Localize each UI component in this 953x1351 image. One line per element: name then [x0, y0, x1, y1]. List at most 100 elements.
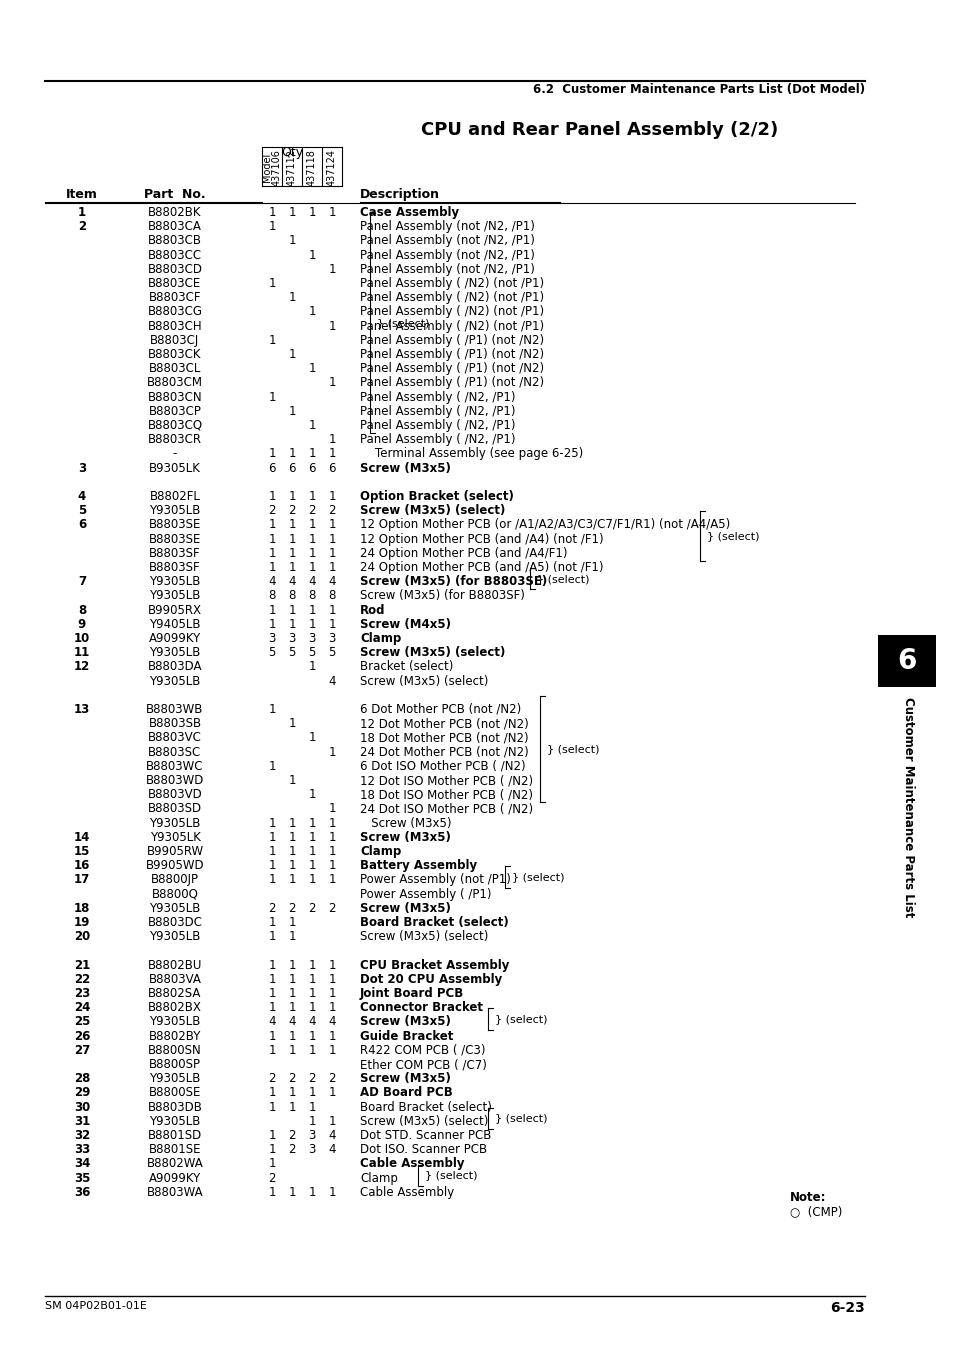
Text: Y9305LB: Y9305LB — [150, 902, 200, 915]
Text: 1: 1 — [288, 532, 295, 546]
Text: 1: 1 — [328, 959, 335, 971]
Text: B8800SP: B8800SP — [149, 1058, 201, 1071]
Text: 1: 1 — [268, 1186, 275, 1198]
Text: 1: 1 — [308, 731, 315, 744]
Text: 1: 1 — [328, 802, 335, 816]
Text: Power Assembly (not /P1): Power Assembly (not /P1) — [359, 873, 511, 886]
Text: 2: 2 — [268, 504, 275, 517]
Text: 3: 3 — [268, 632, 275, 644]
Text: 4: 4 — [328, 1129, 335, 1142]
Text: 18 Dot ISO Mother PCB ( /N2): 18 Dot ISO Mother PCB ( /N2) — [359, 788, 533, 801]
Text: Panel Assembly ( /N2) (not /P1): Panel Assembly ( /N2) (not /P1) — [359, 277, 543, 290]
Text: Connector Bracket: Connector Bracket — [359, 1001, 482, 1015]
Text: 1: 1 — [308, 988, 315, 1000]
Text: 1: 1 — [288, 816, 295, 830]
Text: 4: 4 — [328, 576, 335, 588]
Text: 1: 1 — [268, 617, 275, 631]
Text: 1: 1 — [308, 1186, 315, 1198]
Text: 1: 1 — [328, 746, 335, 759]
Text: 28: 28 — [73, 1073, 91, 1085]
Text: 1: 1 — [308, 1086, 315, 1100]
Text: 1: 1 — [268, 519, 275, 531]
Text: 4: 4 — [288, 1016, 295, 1028]
Text: 2: 2 — [308, 504, 315, 517]
Text: Screw (M3x5): Screw (M3x5) — [359, 831, 451, 844]
Text: Ether COM PCB ( /C7): Ether COM PCB ( /C7) — [359, 1058, 486, 1071]
Text: 1: 1 — [268, 831, 275, 844]
Text: Y9405LB: Y9405LB — [149, 617, 200, 631]
Text: Part  No.: Part No. — [144, 188, 206, 201]
Text: 1: 1 — [308, 490, 315, 503]
Text: B8802BK: B8802BK — [148, 205, 201, 219]
Text: Clamp: Clamp — [359, 632, 401, 644]
Text: Panel Assembly ( /N2) (not /P1): Panel Assembly ( /N2) (not /P1) — [359, 292, 543, 304]
Text: 2: 2 — [308, 1073, 315, 1085]
Text: 1: 1 — [308, 859, 315, 873]
Text: Y9305LB: Y9305LB — [150, 674, 200, 688]
Text: 5: 5 — [328, 646, 335, 659]
Text: B9905WD: B9905WD — [146, 859, 204, 873]
Text: Screw (M3x5): Screw (M3x5) — [359, 816, 451, 830]
Text: A9099KY: A9099KY — [149, 632, 201, 644]
Text: 4: 4 — [328, 674, 335, 688]
Text: 3: 3 — [308, 1143, 315, 1156]
Text: 1: 1 — [268, 1129, 275, 1142]
Text: 2: 2 — [268, 902, 275, 915]
Text: 1: 1 — [268, 873, 275, 886]
Text: B8802FL: B8802FL — [150, 490, 200, 503]
Text: 1: 1 — [328, 1029, 335, 1043]
Text: SM 04P02B01-01E: SM 04P02B01-01E — [45, 1301, 147, 1310]
Text: Panel Assembly ( /N2) (not /P1): Panel Assembly ( /N2) (not /P1) — [359, 320, 543, 332]
Text: 2: 2 — [328, 902, 335, 915]
Text: B8803CN: B8803CN — [148, 390, 202, 404]
Text: Clamp: Clamp — [359, 1171, 397, 1185]
Text: 1: 1 — [328, 604, 335, 616]
Text: Screw (M3x5) (select): Screw (M3x5) (select) — [359, 931, 488, 943]
Text: 19: 19 — [73, 916, 91, 929]
Text: B8800JP: B8800JP — [151, 873, 199, 886]
Text: 26: 26 — [73, 1029, 91, 1043]
Text: Customer Maintenance Parts List: Customer Maintenance Parts List — [902, 697, 915, 917]
Text: 1: 1 — [288, 959, 295, 971]
Text: 3: 3 — [328, 632, 335, 644]
Text: ○  (CMP): ○ (CMP) — [789, 1205, 841, 1217]
Text: 18 Dot Mother PCB (not /N2): 18 Dot Mother PCB (not /N2) — [359, 731, 528, 744]
Text: 1: 1 — [328, 532, 335, 546]
Text: 1: 1 — [268, 916, 275, 929]
Text: B8803SE: B8803SE — [149, 519, 201, 531]
Text: 12: 12 — [73, 661, 90, 673]
Text: Screw (M3x5) (for B8803SF): Screw (M3x5) (for B8803SF) — [359, 589, 524, 603]
Text: 2: 2 — [308, 902, 315, 915]
Text: 1: 1 — [308, 519, 315, 531]
Text: 8: 8 — [288, 589, 295, 603]
Text: Screw (M3x5) (for B8803SE): Screw (M3x5) (for B8803SE) — [359, 576, 547, 588]
Text: 24: 24 — [73, 1001, 91, 1015]
Text: 4: 4 — [268, 576, 275, 588]
Text: 1: 1 — [268, 1001, 275, 1015]
Text: B8803SE: B8803SE — [149, 532, 201, 546]
Text: 1: 1 — [308, 532, 315, 546]
Text: 1: 1 — [268, 1029, 275, 1043]
Text: 437112: 437112 — [287, 149, 296, 186]
Text: 1: 1 — [328, 263, 335, 276]
Text: 1: 1 — [308, 205, 315, 219]
Text: 34: 34 — [73, 1158, 91, 1170]
Text: 1: 1 — [308, 788, 315, 801]
Text: B8801SD: B8801SD — [148, 1129, 202, 1142]
Text: AD Board PCB: AD Board PCB — [359, 1086, 453, 1100]
Text: 1: 1 — [288, 1186, 295, 1198]
Text: Cable Assembly: Cable Assembly — [359, 1186, 454, 1198]
Text: Y9305LB: Y9305LB — [150, 646, 200, 659]
Text: 5: 5 — [288, 646, 295, 659]
Text: B8803CF: B8803CF — [149, 292, 201, 304]
Text: 1: 1 — [328, 831, 335, 844]
Text: B8803VC: B8803VC — [148, 731, 202, 744]
Text: 1: 1 — [268, 816, 275, 830]
Text: B8803CH: B8803CH — [148, 320, 202, 332]
Text: Model
437106: Model 437106 — [262, 149, 282, 186]
Text: 1: 1 — [288, 349, 295, 361]
Text: 2: 2 — [78, 220, 86, 234]
Text: 1: 1 — [308, 1001, 315, 1015]
Text: Y9305LB: Y9305LB — [150, 589, 200, 603]
Text: 1: 1 — [268, 1086, 275, 1100]
